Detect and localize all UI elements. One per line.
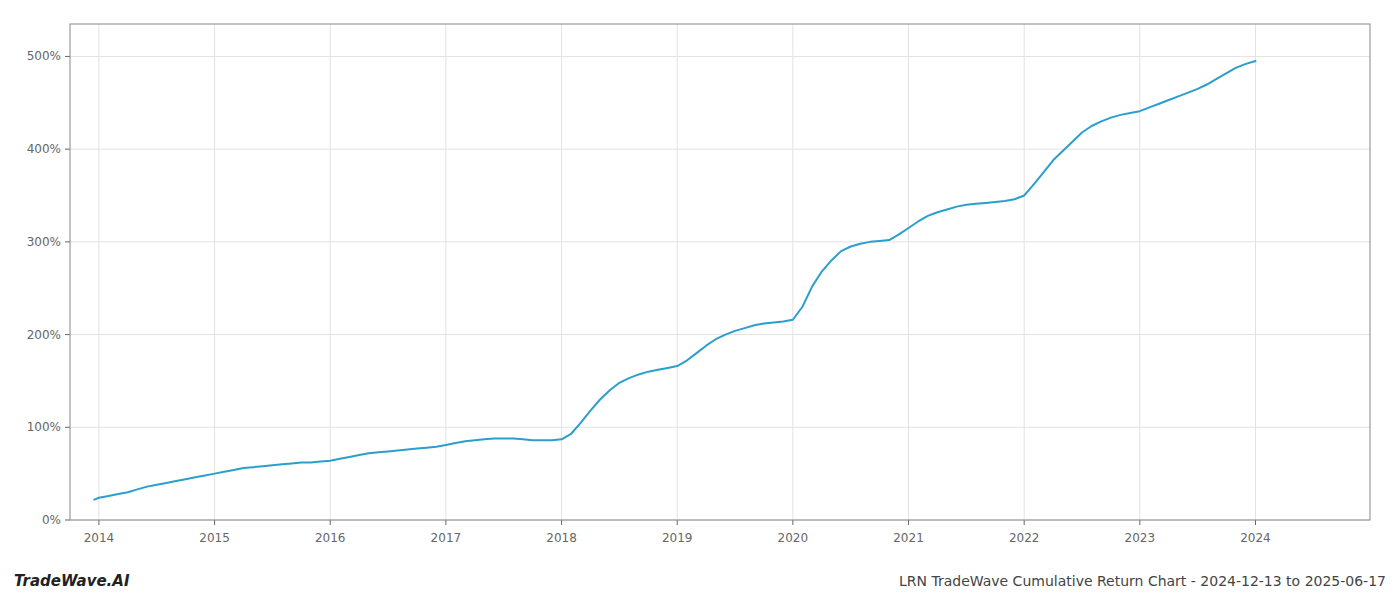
x-tick-label: 2014 bbox=[84, 531, 115, 545]
x-tick bbox=[1024, 520, 1025, 525]
x-tick bbox=[1255, 520, 1256, 525]
x-tick bbox=[908, 520, 909, 525]
y-grid-line bbox=[70, 149, 1370, 150]
x-grid-line bbox=[1024, 24, 1025, 520]
y-tick bbox=[65, 520, 70, 521]
y-grid-line bbox=[70, 334, 1370, 335]
x-tick-label: 2015 bbox=[199, 531, 230, 545]
line bbox=[94, 61, 1255, 500]
x-grid-line bbox=[677, 24, 678, 520]
y-tick bbox=[65, 56, 70, 57]
x-grid-line bbox=[330, 24, 331, 520]
y-grid-line bbox=[70, 56, 1370, 57]
chart: 0% 100% 200% 300% 400% 500% 2014 2015 2016 2017 20… bbox=[0, 0, 1400, 600]
axes: 0% 100% 200% 300% 400% 500% 2014 2015 2016 2017 20… bbox=[27, 24, 1370, 545]
x-grid-line bbox=[561, 24, 562, 520]
y-tick-label: 0% bbox=[42, 513, 61, 527]
x-tick bbox=[445, 520, 446, 525]
y-tick-label: 100% bbox=[27, 420, 61, 434]
x-grid-line bbox=[792, 24, 793, 520]
x-tick-label: 2024 bbox=[1240, 531, 1271, 545]
x-tick bbox=[677, 520, 678, 525]
x-grid-line bbox=[1255, 24, 1256, 520]
x-tick-label: 2023 bbox=[1125, 531, 1156, 545]
x-tick bbox=[330, 520, 331, 525]
x-grid-line bbox=[98, 24, 99, 520]
y-grid-line bbox=[70, 241, 1370, 242]
title: LRN TradeWave Cumulative Return Chart - … bbox=[899, 573, 1386, 589]
x-tick-label: 2020 bbox=[778, 531, 809, 545]
x-tick-label: 2022 bbox=[1009, 531, 1040, 545]
y-tick bbox=[65, 334, 70, 335]
x-grid-line bbox=[908, 24, 909, 520]
x-tick-label: 2019 bbox=[662, 531, 693, 545]
y-tick-label: 300% bbox=[27, 235, 61, 249]
series bbox=[94, 61, 1255, 500]
x-grid-line bbox=[214, 24, 215, 520]
y-tick bbox=[65, 149, 70, 150]
x-tick-label: 2018 bbox=[546, 531, 577, 545]
x-grid-line bbox=[1139, 24, 1140, 520]
x-tick bbox=[1139, 520, 1140, 525]
x-tick bbox=[214, 520, 215, 525]
y-tick-label: 200% bbox=[27, 328, 61, 342]
x-tick bbox=[561, 520, 562, 525]
y-tick bbox=[65, 241, 70, 242]
plot-frame bbox=[70, 24, 1370, 520]
x-tick bbox=[98, 520, 99, 525]
grid bbox=[70, 24, 1370, 520]
watermark: TradeWave.AI bbox=[14, 572, 130, 590]
x-tick-label: 2021 bbox=[893, 531, 924, 545]
x-tick-label: 2016 bbox=[315, 531, 346, 545]
x-tick bbox=[792, 520, 793, 525]
y-grid-line bbox=[70, 427, 1370, 428]
y-tick-label: 500% bbox=[27, 49, 61, 63]
x-tick-label: 2017 bbox=[431, 531, 462, 545]
y-tick bbox=[65, 427, 70, 428]
y-tick-label: 400% bbox=[27, 142, 61, 156]
